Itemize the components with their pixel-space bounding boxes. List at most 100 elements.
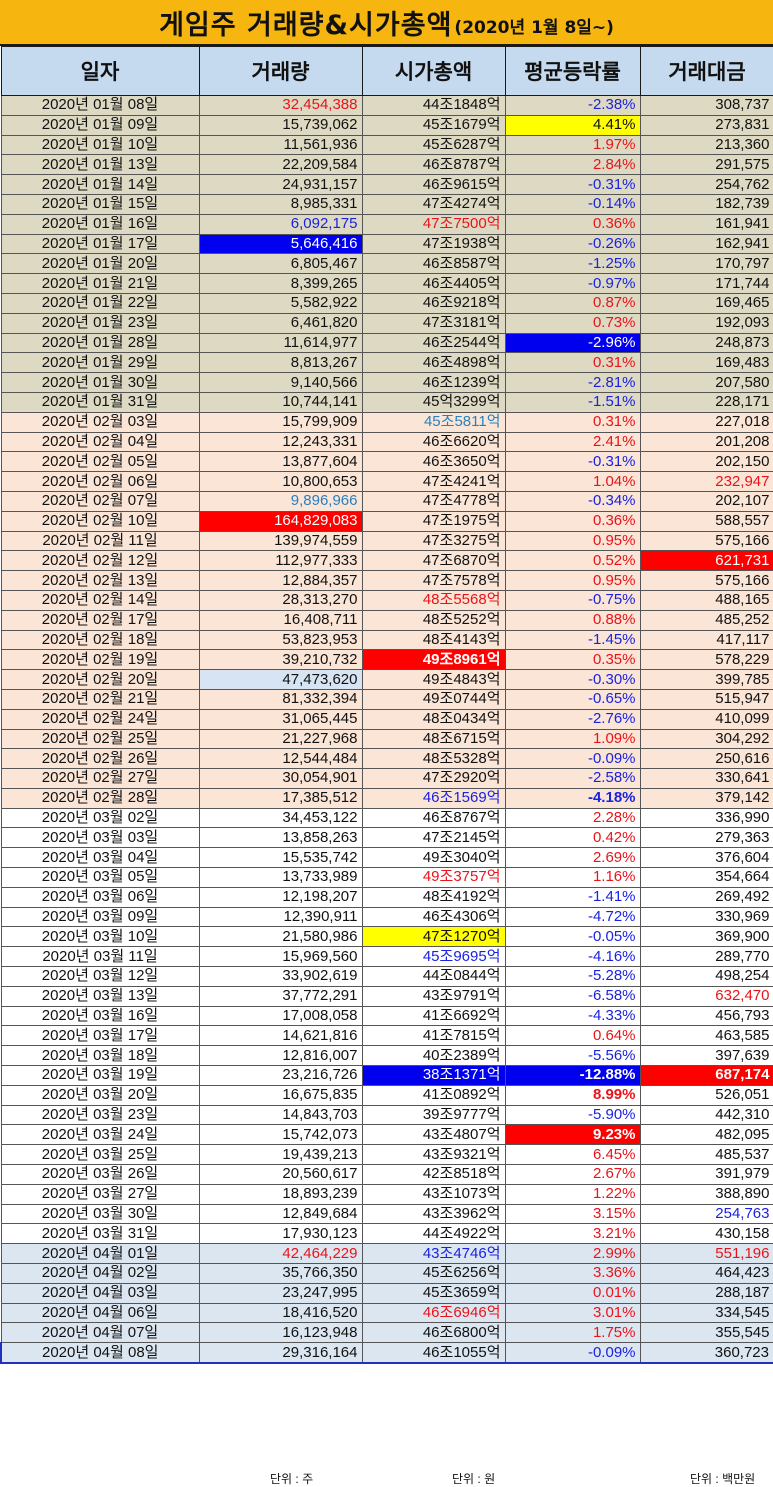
trade-amount-cell: 308,737 [640, 95, 773, 116]
market-cap-cell: 47조3181억 [362, 313, 506, 334]
avg-rate-cell: -4.33% [505, 1006, 641, 1027]
date-cell: 2020년 04월 06일 [0, 1303, 200, 1324]
table-row: 2020년 01월 23일 6,461,820 47조3181억 0.73% 192,0… [0, 313, 773, 334]
page-subtitle: (2020년 1월 8일~) [454, 17, 614, 38]
avg-rate-cell: -4.16% [505, 946, 641, 968]
date-cell: 2020년 02월 19일 [0, 649, 200, 671]
volume-cell: 6,092,175 [199, 214, 363, 235]
market-cap-cell: 47조3275억 [362, 531, 506, 552]
trade-amount-cell: 207,580 [640, 372, 773, 393]
volume-cell: 17,385,512 [199, 788, 363, 809]
trade-amount-cell: 202,107 [640, 491, 773, 512]
avg-rate-cell: 0.73% [505, 313, 641, 334]
trade-amount-cell: 171,744 [640, 273, 773, 294]
market-cap-cell: 47조4274억 [362, 194, 506, 215]
date-cell: 2020년 04월 02일 [0, 1263, 200, 1284]
avg-rate-cell: 1.22% [505, 1184, 641, 1205]
table-row: 2020년 02월 05일 13,877,604 46조3650억 -0.31% 202… [0, 451, 773, 473]
avg-rate-cell: -0.34% [505, 491, 641, 512]
volume-cell: 10,744,141 [199, 392, 363, 413]
volume-cell: 12,849,684 [199, 1204, 363, 1225]
avg-rate-cell: 0.36% [505, 214, 641, 235]
volume-cell: 12,816,007 [199, 1045, 363, 1067]
date-cell: 2020년 01월 17일 [0, 234, 200, 255]
volume-cell: 16,675,835 [199, 1085, 363, 1106]
volume-cell: 24,931,157 [199, 174, 363, 195]
table-row: 2020년 03월 09일 12,390,911 46조4306억 -4.72% 330… [0, 907, 773, 928]
market-cap-cell: 41조0892억 [362, 1085, 506, 1106]
table-row: 2020년 01월 13일 22,209,584 46조8787억 2.84% 291,… [0, 154, 773, 176]
volume-cell: 139,974,559 [199, 531, 363, 552]
avg-rate-cell: -0.14% [505, 194, 641, 215]
volume-cell: 17,930,123 [199, 1223, 363, 1245]
volume-cell: 15,799,909 [199, 412, 363, 433]
avg-rate-cell: 0.64% [505, 1025, 641, 1047]
table-row: 2020년 02월 26일 12,544,484 48조5328억 -0.09% 250… [0, 748, 773, 770]
table-row: 2020년 01월 21일 8,399,265 46조4405억 -0.97% 171,… [0, 273, 773, 294]
avg-rate-cell: -0.31% [505, 174, 641, 195]
date-cell: 2020년 03월 18일 [0, 1045, 200, 1067]
volume-unit-label: 단위 : 주 [270, 1472, 314, 1486]
date-cell: 2020년 01월 29일 [0, 352, 200, 374]
header-market-cap: 시가총액 [361, 46, 506, 96]
market-cap-cell: 46조8787억 [362, 154, 506, 176]
table-row: 2020년 03월 24일 15,742,073 43조4807억 9.23% 482,… [0, 1124, 773, 1146]
market-cap-cell: 48조4192억 [362, 887, 506, 908]
avg-rate-cell: 2.67% [505, 1164, 641, 1185]
avg-rate-cell: 2.69% [505, 847, 641, 869]
trade-amount-cell: 397,639 [640, 1045, 773, 1067]
trade-amount-cell: 485,537 [640, 1144, 773, 1166]
avg-rate-cell: 0.42% [505, 827, 641, 849]
trade-amount-cell: 391,979 [640, 1164, 773, 1185]
table-row: 2020년 03월 04일 15,535,742 49조3040억 2.69% 376,… [0, 847, 773, 869]
date-cell: 2020년 03월 30일 [0, 1204, 200, 1225]
date-cell: 2020년 01월 14일 [0, 174, 200, 195]
market-cap-cell: 49조3040억 [362, 847, 506, 869]
date-cell: 2020년 04월 01일 [0, 1243, 200, 1265]
volume-cell: 12,243,331 [199, 432, 363, 453]
trade-amount-cell: 410,099 [640, 709, 773, 730]
avg-rate-cell: 4.41% [505, 115, 641, 136]
date-cell: 2020년 01월 09일 [0, 115, 200, 136]
avg-rate-cell: -4.72% [505, 907, 641, 928]
date-cell: 2020년 04월 08일 [0, 1342, 200, 1365]
volume-cell: 15,535,742 [199, 847, 363, 869]
avg-rate-cell: -0.65% [505, 689, 641, 710]
avg-rate-cell: 0.31% [505, 352, 641, 374]
trade-amount-cell: 304,292 [640, 729, 773, 750]
date-cell: 2020년 02월 10일 [0, 511, 200, 532]
table-row: 2020년 03월 31일 17,930,123 44조4922억 3.21% 430,… [0, 1223, 773, 1245]
table-row: 2020년 03월 30일 12,849,684 43조3962억 3.15% 254,… [0, 1204, 773, 1225]
avg-rate-cell: -1.51% [505, 392, 641, 413]
volume-cell: 35,766,350 [199, 1263, 363, 1284]
date-cell: 2020년 01월 13일 [0, 154, 200, 176]
volume-cell: 112,977,333 [199, 550, 363, 572]
market-cap-cell: 46조4898억 [362, 352, 506, 374]
title-bar: 게임주 거래량&시가총액 (2020년 1월 8일~) [0, 0, 773, 46]
table-row: 2020년 03월 18일 12,816,007 40조2389억 -5.56% 397… [0, 1045, 773, 1067]
trade-amount-cell: 526,051 [640, 1085, 773, 1106]
date-cell: 2020년 01월 30일 [0, 372, 200, 393]
table-row: 2020년 02월 10일 164,829,083 47조1975억 0.36% 588… [0, 511, 773, 532]
date-cell: 2020년 02월 20일 [0, 669, 200, 690]
table-row: 2020년 02월 18일 53,823,953 48조4143억 -1.45% 417… [0, 630, 773, 651]
table-row: 2020년 02월 07일 9,896,966 47조4778억 -0.34% 202,… [0, 491, 773, 512]
table-row: 2020년 02월 17일 16,408,711 48조5252억 0.88% 485,… [0, 610, 773, 631]
trade-amount-cell: 360,723 [640, 1342, 773, 1365]
table-row: 2020년 01월 16일 6,092,175 47조7500억 0.36% 161,9… [0, 214, 773, 235]
market-cap-cell: 48조5252억 [362, 610, 506, 631]
market-cap-cell: 46조1055억 [362, 1342, 506, 1365]
trade-amount-cell: 456,793 [640, 1006, 773, 1027]
avg-rate-cell: 0.35% [505, 649, 641, 671]
header-volume: 거래량 [198, 46, 363, 96]
avg-rate-cell: -5.28% [505, 966, 641, 987]
market-cap-cell: 45조9695억 [362, 946, 506, 968]
trade-amount-cell: 254,763 [640, 1204, 773, 1225]
volume-cell: 53,823,953 [199, 630, 363, 651]
date-cell: 2020년 01월 23일 [0, 313, 200, 334]
table-row: 2020년 01월 09일 15,739,062 45조1679억 4.41% 273,… [0, 115, 773, 136]
page-title: 게임주 거래량&시가총액 [159, 9, 453, 41]
date-cell: 2020년 02월 17일 [0, 610, 200, 631]
market-cap-cell: 42조8518억 [362, 1164, 506, 1185]
volume-cell: 30,054,901 [199, 768, 363, 789]
